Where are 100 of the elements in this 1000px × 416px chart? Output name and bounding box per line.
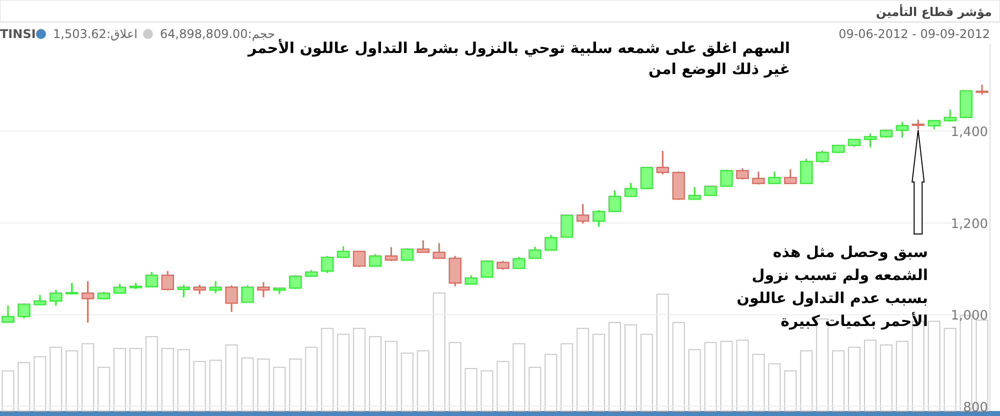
bar — [432, 292, 446, 412]
candlestick — [656, 150, 670, 176]
bar — [928, 320, 940, 412]
candlestick — [34, 294, 46, 306]
bar — [832, 350, 845, 412]
bar — [640, 334, 653, 412]
candlestick — [416, 240, 430, 254]
bar — [896, 340, 908, 412]
candlestick — [544, 234, 558, 251]
bar — [720, 340, 733, 412]
y-tick-label: 1,400 — [950, 125, 988, 140]
bar — [736, 340, 749, 412]
bar — [944, 328, 956, 412]
bar — [353, 328, 366, 412]
text: حجم:64,898,809.00 — [160, 27, 275, 41]
candlestick — [528, 246, 542, 260]
bar — [624, 324, 637, 412]
y-tick-label: 800 — [963, 400, 988, 416]
candlestick — [624, 182, 638, 198]
candlestick — [688, 186, 701, 200]
candlestick — [113, 283, 126, 294]
candlestick — [289, 274, 302, 290]
bar — [880, 344, 892, 412]
candlestick — [864, 132, 877, 148]
bar — [416, 350, 430, 412]
candlestick — [608, 190, 622, 212]
candlestick — [928, 119, 940, 130]
bar — [528, 366, 542, 412]
bar — [576, 328, 590, 412]
bar — [864, 340, 876, 412]
candlestick — [368, 253, 382, 267]
candlestick — [976, 84, 988, 96]
bar — [704, 342, 717, 412]
bar — [50, 346, 62, 412]
candlestick — [912, 118, 924, 130]
bar — [448, 342, 462, 412]
annotation: السهم اغلق على شمعه سلبية توحي بالنزول بشرط التداول عاللون الأحمر غير ذلك الوضع امن — [247, 38, 790, 78]
candlestick — [720, 168, 733, 187]
bar — [305, 346, 318, 412]
bar — [2, 370, 14, 412]
text: اعلاق:1,503.62 — [53, 27, 138, 41]
y-tick-label: 1,200 — [950, 216, 988, 232]
bar — [177, 349, 190, 412]
candlestick — [384, 246, 398, 262]
bar — [257, 358, 270, 412]
bar — [608, 322, 622, 412]
candlestick — [81, 280, 94, 324]
bar — [784, 370, 797, 412]
bar — [512, 343, 526, 412]
bar — [209, 360, 222, 412]
candlestick — [352, 250, 366, 268]
candlestick — [209, 280, 222, 294]
candlestick — [560, 214, 574, 238]
bar — [66, 350, 78, 412]
bar — [464, 368, 478, 412]
candlestick — [432, 242, 446, 259]
candlestick — [161, 270, 174, 292]
bar — [560, 343, 574, 412]
bar — [400, 352, 414, 412]
bar — [752, 354, 765, 412]
candlestick — [736, 168, 749, 180]
chart-subtitle: 09-06-2012 - 09-09-2012 — [838, 27, 990, 41]
candlestick — [640, 166, 654, 190]
bar — [384, 340, 398, 412]
bar — [289, 358, 302, 412]
bar — [98, 366, 110, 412]
candlestick — [336, 246, 350, 258]
text: TINSI — [0, 27, 36, 41]
candlestick — [592, 209, 606, 228]
bar — [848, 346, 861, 412]
bar — [337, 334, 350, 412]
bar — [225, 344, 238, 412]
candlestick — [768, 170, 781, 184]
bar — [800, 350, 813, 412]
bar — [273, 366, 286, 412]
bar — [321, 328, 334, 412]
bar — [496, 360, 510, 412]
annotation: سبق وحصل مثل هذه الشمعه ولم تسبب نزول بسبب عدم التداول عاللون الأحمر بكميات كبيرة — [736, 243, 928, 330]
bar — [145, 336, 158, 412]
chart-title: مؤشر قطاع التأمين — [876, 4, 992, 19]
bar — [656, 294, 669, 412]
candlestick — [193, 284, 206, 295]
candlestick — [784, 168, 797, 185]
bar — [544, 354, 558, 412]
bar — [768, 363, 781, 412]
bar — [161, 348, 174, 412]
bar — [480, 370, 494, 412]
y-tick-label: 1,000 — [950, 308, 988, 324]
candlestick — [752, 170, 765, 186]
candlestick — [800, 158, 813, 184]
candlestick — [944, 108, 956, 122]
bar — [688, 349, 701, 412]
candlestick — [896, 121, 909, 138]
bar — [18, 362, 30, 412]
bar — [592, 334, 606, 412]
bar — [82, 343, 94, 412]
candlestick — [66, 282, 78, 294]
candlestick — [816, 150, 829, 164]
candlestick — [50, 289, 62, 306]
candlestick — [704, 185, 717, 196]
